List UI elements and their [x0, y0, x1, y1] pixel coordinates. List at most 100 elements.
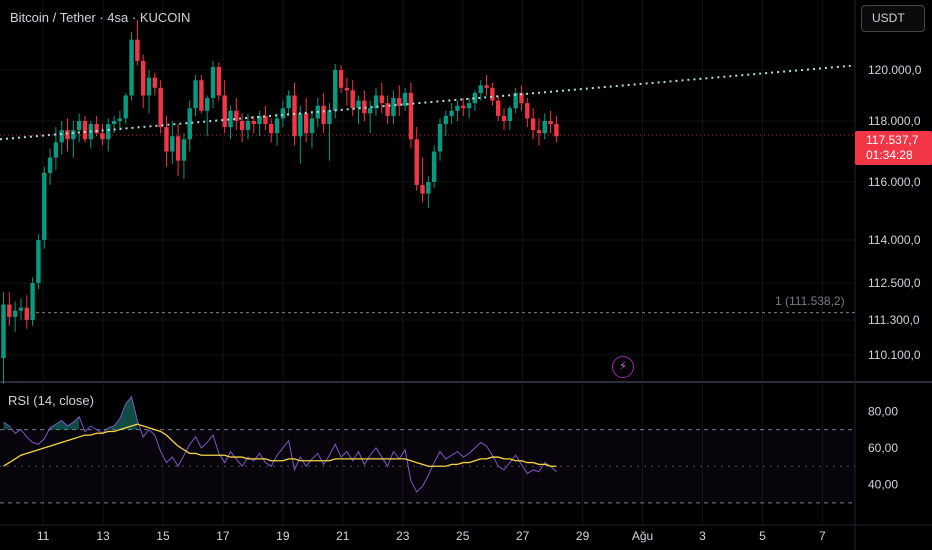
- candle-body: [164, 127, 169, 152]
- candle-body: [507, 108, 513, 121]
- candle-body: [76, 121, 82, 131]
- time-tick-label: 27: [516, 529, 530, 543]
- candle-body: [257, 115, 262, 125]
- candle-body: [140, 60, 146, 96]
- candle-body: [24, 307, 29, 320]
- candle-body: [385, 103, 390, 116]
- time-tick-label: 17: [216, 529, 230, 543]
- candle-body: [65, 130, 70, 140]
- candle-body: [251, 121, 256, 125]
- candle-body: [373, 95, 379, 109]
- candle-body: [36, 240, 41, 283]
- candle-body: [18, 307, 24, 311]
- candle-body: [519, 92, 524, 104]
- candle-body: [158, 87, 163, 128]
- candle-body: [205, 98, 210, 111]
- candle-body: [472, 92, 478, 104]
- rsi-label[interactable]: RSI (14, close): [8, 393, 94, 408]
- candle-body: [292, 95, 297, 137]
- candle-body: [228, 110, 233, 128]
- candle-body: [303, 113, 309, 134]
- candle-body: [338, 70, 344, 88]
- candle-body: [210, 66, 216, 99]
- candle-body: [496, 100, 501, 116]
- candle-body: [449, 110, 454, 116]
- price-tick-label: 110.100,0: [868, 348, 921, 362]
- candle-body: [490, 87, 495, 101]
- lightning-icon[interactable]: ⚡: [612, 356, 634, 378]
- time-tick-label: 3: [699, 529, 706, 543]
- candle-body: [30, 283, 35, 320]
- candle-body: [222, 95, 227, 128]
- candle-body: [94, 124, 99, 134]
- candle-body: [327, 110, 332, 125]
- time-tick-label: 11: [37, 529, 50, 543]
- candle-body: [106, 124, 111, 140]
- candle-body: [111, 121, 117, 125]
- candle-body: [466, 103, 472, 109]
- candle-body: [501, 115, 507, 121]
- candle-body: [199, 80, 204, 111]
- bar-countdown: 01:34:28: [866, 148, 913, 162]
- candle-body: [269, 124, 274, 134]
- candle-body: [12, 310, 18, 317]
- fib-level-label: 1 (111.538,2): [775, 294, 845, 308]
- price-tick-label: 118.000,0: [868, 114, 921, 128]
- candle-body: [408, 92, 414, 140]
- rsi-tick-label: 60,00: [868, 441, 898, 455]
- candle-body: [187, 108, 192, 140]
- candle-body: [530, 118, 536, 131]
- candle-body: [437, 124, 443, 152]
- trendline: [0, 64, 856, 141]
- candle-body: [298, 113, 303, 137]
- time-tick-label: 19: [276, 529, 290, 543]
- candle-body: [367, 108, 373, 114]
- rsi-tick-label: 40,00: [868, 478, 898, 492]
- candle-body: [129, 39, 134, 96]
- candle-body: [175, 136, 181, 161]
- candle-body: [402, 92, 408, 106]
- candle-body: [135, 39, 140, 61]
- rsi-tick-label: 80,00: [868, 404, 898, 418]
- candle-body: [525, 103, 530, 119]
- currency-button[interactable]: USDT: [861, 5, 925, 32]
- candle-body: [455, 105, 460, 111]
- candle-body: [536, 130, 542, 134]
- candle-body: [117, 118, 123, 121]
- candle-body: [59, 130, 64, 143]
- candle-body: [379, 95, 384, 104]
- time-tick-label: 23: [396, 529, 410, 543]
- candle-body: [554, 124, 559, 137]
- candle-body: [344, 87, 350, 91]
- rsi-overbought-fill: [50, 416, 80, 430]
- rsi-overbought-fill: [3, 422, 10, 430]
- candle-body: [420, 184, 425, 194]
- time-tick-label: 13: [96, 529, 110, 543]
- time-tick-label: 5: [759, 529, 766, 543]
- price-tick-label: 114.000,0: [868, 233, 921, 247]
- candle-body: [245, 121, 251, 131]
- candle-body: [71, 130, 76, 140]
- candle-body: [1, 304, 6, 359]
- candle-body: [239, 121, 245, 131]
- candle-body: [309, 118, 315, 134]
- candle-body: [286, 95, 291, 109]
- candle-body: [42, 172, 47, 240]
- price-tick-label: 116.000,0: [868, 175, 921, 189]
- candle-body: [280, 108, 286, 119]
- candle-body: [321, 105, 326, 125]
- time-tick-label: 29: [576, 529, 590, 543]
- candle-body: [484, 85, 489, 88]
- candle-body: [123, 95, 128, 119]
- current-price: 117.537,7: [866, 133, 919, 147]
- candle-body: [274, 118, 280, 134]
- time-tick-label: Ağu: [632, 529, 653, 543]
- time-tick-label: 7: [819, 529, 826, 543]
- rsi-line: [3, 395, 557, 493]
- price-tick-label: 111.300,0: [868, 313, 920, 327]
- candle-body: [181, 139, 187, 161]
- time-tick-label: 15: [156, 529, 170, 543]
- time-tick-label: 21: [336, 529, 350, 543]
- candle-body: [193, 80, 198, 109]
